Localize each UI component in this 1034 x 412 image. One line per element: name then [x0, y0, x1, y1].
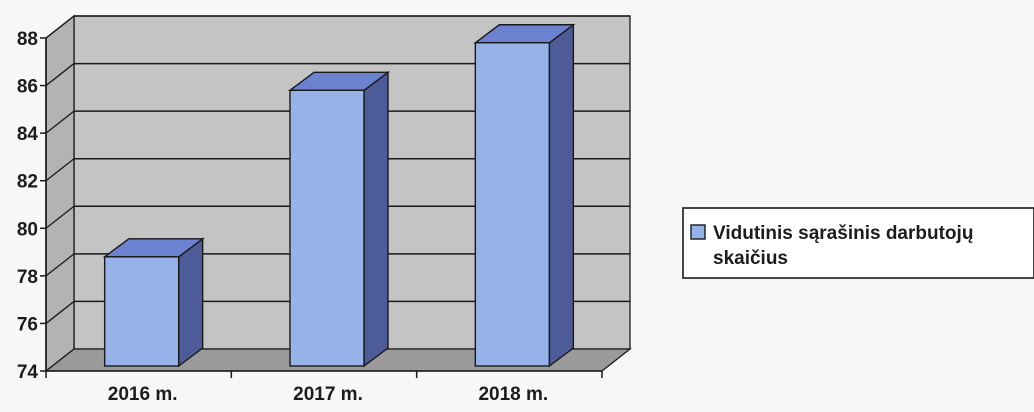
y-tick-label: 82	[17, 172, 38, 193]
gridline-diag-88	[45, 15, 75, 39]
bar-front	[103, 256, 180, 367]
gridline-diag-80	[45, 205, 75, 229]
y-tick-label: 76	[17, 314, 38, 335]
bar-2018 m.	[473, 23, 576, 368]
bars	[102, 23, 576, 368]
gridline-diag-84	[45, 110, 75, 134]
bar-2017 m.	[287, 70, 391, 368]
x-category-label: 2018 m.	[478, 384, 548, 405]
y-tick-label: 84	[17, 124, 39, 145]
bar-2016 m.	[102, 237, 205, 368]
bar-side	[177, 237, 204, 368]
x-category-label: 2017 m.	[293, 384, 363, 405]
side-wall	[45, 14, 75, 373]
legend-box	[682, 207, 1034, 279]
bar-side	[548, 23, 575, 368]
legend-label-line-1: Vidutinis sąrašinis darbutojų	[713, 223, 973, 244]
legend-label-line-2: skaičius	[713, 248, 788, 269]
y-tick-label: 80	[17, 219, 38, 240]
gridline-diag-76	[45, 300, 75, 324]
gridline-diag-86	[45, 63, 75, 87]
axes	[40, 37, 603, 378]
x-category-label: 2016 m.	[108, 384, 178, 405]
bar-front	[289, 89, 365, 367]
y-tick-label: 88	[17, 29, 38, 50]
axis-labels: 74 76 78 80 82 84 86 88 2016 m. 2017 m. 2018 m.	[17, 29, 548, 405]
gridline-diag-78	[45, 253, 75, 277]
bar-side	[363, 70, 389, 368]
y-tick-label: 86	[17, 77, 38, 98]
y-tick-label: 74	[17, 362, 39, 383]
bar-front	[474, 42, 551, 367]
y-tick-label: 78	[17, 267, 38, 288]
legend-swatch	[690, 224, 706, 240]
gridline-diag-82	[45, 158, 75, 182]
legend: Vidutinis sąrašinis darbutojų skaičius	[682, 207, 1034, 279]
